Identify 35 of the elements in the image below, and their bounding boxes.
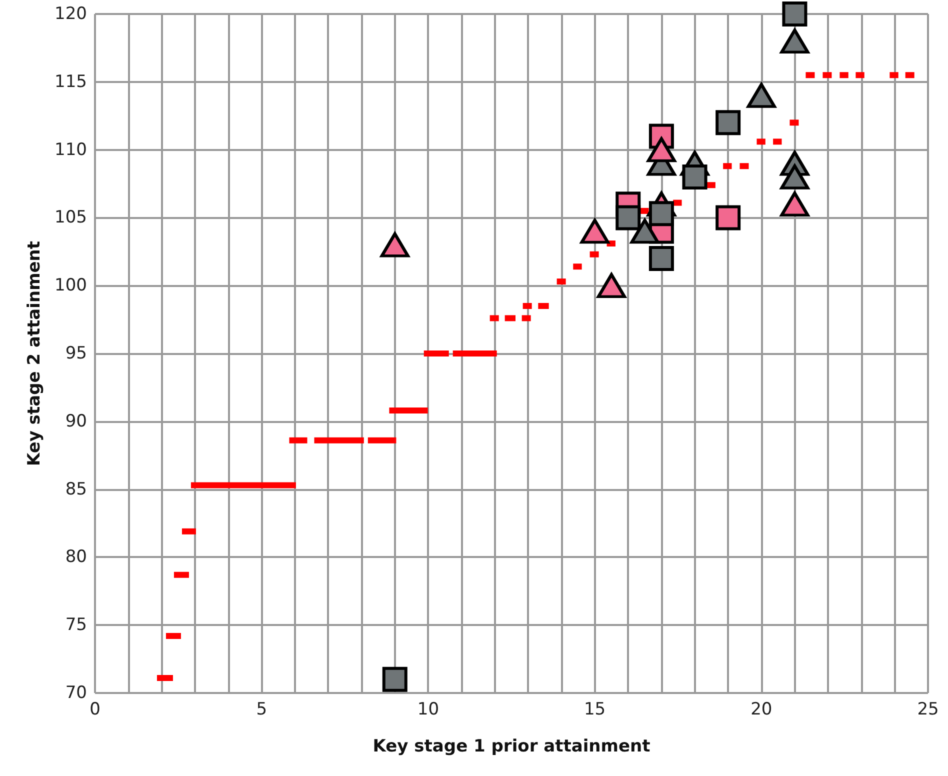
x-tick-label: 5 <box>256 700 268 720</box>
point <box>780 164 810 190</box>
y-axis-title: Key stage 2 attainment <box>24 240 44 466</box>
point <box>380 232 410 258</box>
y-tick-label: 70 <box>65 683 87 703</box>
y-tick-label: 115 <box>54 72 87 92</box>
y-tick-label: 90 <box>65 411 87 432</box>
y-tick-label: 85 <box>65 479 87 500</box>
point <box>630 218 660 244</box>
point <box>580 218 610 244</box>
y-tick-label: 80 <box>65 547 87 568</box>
point <box>382 666 408 692</box>
point <box>780 192 810 217</box>
x-tick-label: 10 <box>417 700 440 720</box>
point <box>648 246 674 271</box>
point <box>716 205 741 230</box>
point <box>596 273 626 298</box>
point <box>746 82 776 108</box>
y-tick-label: 105 <box>54 208 87 228</box>
point <box>780 28 810 54</box>
y-tick-label: 120 <box>54 4 87 24</box>
y-tick-label: 95 <box>65 344 87 364</box>
x-axis-title: Key stage 1 prior attainment <box>372 736 650 756</box>
y-tick-label: 75 <box>65 615 87 636</box>
point <box>616 205 641 230</box>
x-tick-label: 25 <box>917 700 939 720</box>
x-tick-label: 0 <box>90 700 100 720</box>
point <box>646 137 676 162</box>
point <box>682 164 708 190</box>
point <box>716 110 741 136</box>
y-tick-label: 100 <box>54 276 87 296</box>
x-tick-label: 15 <box>584 700 606 720</box>
point <box>782 2 808 26</box>
x-tick-label: 20 <box>750 700 772 720</box>
y-tick-label: 110 <box>54 140 87 160</box>
